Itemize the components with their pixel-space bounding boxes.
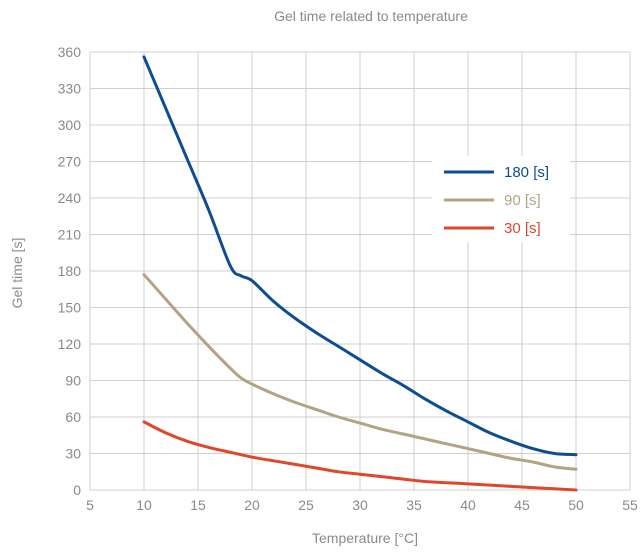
x-tick-label: 40	[460, 497, 476, 513]
x-axis-title: Temperature [°C]	[312, 530, 418, 546]
y-axis-title: Gel time [s]	[9, 238, 25, 309]
x-tick-label: 5	[86, 497, 94, 513]
y-tick-label: 150	[58, 300, 82, 316]
y-tick-label: 60	[65, 409, 81, 425]
series-line-3	[142, 420, 578, 492]
legend-label: 90 [s]	[504, 192, 541, 209]
y-tick-label: 120	[58, 336, 82, 352]
series	[142, 55, 578, 492]
x-tick-label: 55	[622, 497, 638, 513]
x-tick-label: 15	[190, 497, 206, 513]
series-line-2	[142, 273, 578, 471]
x-tick-label: 45	[514, 497, 530, 513]
y-tick-label: 360	[58, 44, 82, 60]
y-tick-label: 0	[73, 482, 81, 498]
y-tick-label: 30	[65, 446, 81, 462]
series-line-1	[142, 55, 578, 457]
axes: 5 10 15 20 25 30 35 40 45 50 55 0 30 60 90 120 150 180 210…	[58, 44, 638, 513]
y-tick-label: 240	[58, 190, 82, 206]
y-tick-label: 330	[58, 81, 82, 97]
y-tick-label: 270	[58, 154, 82, 170]
x-tick-label: 50	[568, 497, 584, 513]
y-tick-label: 210	[58, 227, 82, 243]
legend: 180 [s] 90 [s] 30 [s]	[432, 156, 570, 242]
x-tick-label: 25	[298, 497, 314, 513]
x-tick-label: 30	[352, 497, 368, 513]
y-tick-label: 90	[65, 373, 81, 389]
y-tick-label: 180	[58, 263, 82, 279]
legend-label: 30 [s]	[504, 220, 541, 237]
x-tick-label: 20	[244, 497, 260, 513]
x-tick-label: 35	[406, 497, 422, 513]
grid	[89, 51, 631, 491]
x-tick-label: 10	[136, 497, 152, 513]
legend-label: 180 [s]	[504, 164, 549, 181]
chart-title: Gel time related to temperature	[274, 8, 468, 24]
y-tick-label: 300	[58, 117, 82, 133]
